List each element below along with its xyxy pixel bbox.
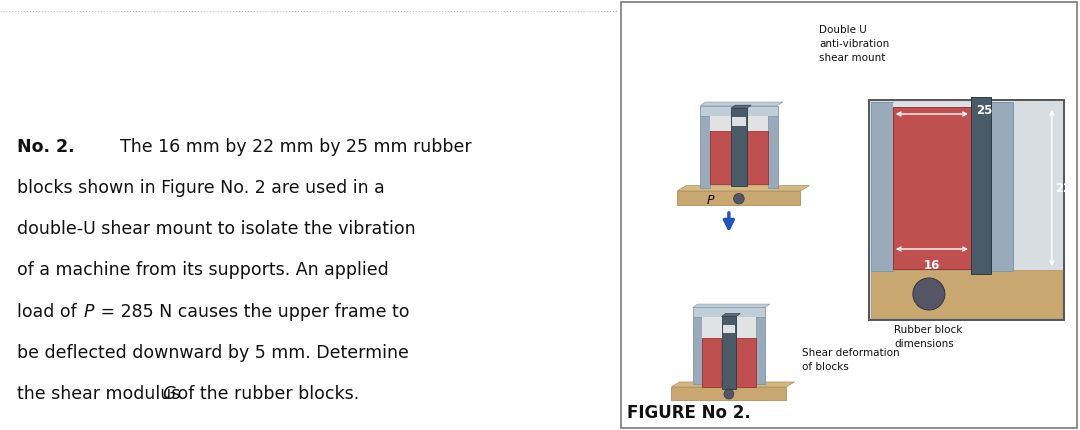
Bar bbox=[700, 116, 710, 188]
Circle shape bbox=[724, 389, 733, 399]
Circle shape bbox=[733, 194, 744, 204]
Polygon shape bbox=[692, 304, 770, 307]
Polygon shape bbox=[700, 102, 783, 105]
Circle shape bbox=[913, 278, 945, 310]
Bar bbox=[768, 116, 778, 188]
Text: P: P bbox=[84, 303, 95, 321]
Bar bbox=[723, 325, 735, 333]
Text: No. 2.: No. 2. bbox=[17, 138, 75, 156]
Bar bbox=[702, 317, 756, 338]
Bar bbox=[893, 103, 971, 107]
Bar bbox=[692, 307, 765, 317]
Bar bbox=[721, 316, 737, 325]
Text: be deflected downward by 5 mm. Determine: be deflected downward by 5 mm. Determine bbox=[17, 344, 409, 362]
Bar bbox=[971, 97, 990, 274]
Text: 22: 22 bbox=[1055, 181, 1071, 194]
Text: load of: load of bbox=[17, 303, 82, 321]
Polygon shape bbox=[721, 313, 741, 316]
Polygon shape bbox=[672, 382, 795, 387]
Text: G: G bbox=[162, 385, 175, 403]
Text: the shear modulus: the shear modulus bbox=[17, 385, 186, 403]
Text: blocks shown in Figure No. 2 are used in a: blocks shown in Figure No. 2 are used in… bbox=[17, 179, 386, 197]
Text: The 16 mm by 22 mm by 25 mm rubber: The 16 mm by 22 mm by 25 mm rubber bbox=[121, 138, 472, 156]
Text: 25: 25 bbox=[976, 104, 993, 117]
Bar bbox=[990, 102, 1013, 271]
Bar bbox=[677, 191, 800, 205]
Text: of a machine from its supports. An applied: of a machine from its supports. An appli… bbox=[17, 261, 389, 280]
Bar bbox=[732, 117, 746, 126]
Bar bbox=[710, 131, 731, 184]
Bar bbox=[869, 100, 1064, 320]
Bar bbox=[731, 108, 746, 117]
Bar bbox=[746, 131, 768, 184]
Text: Rubber block
dimensions: Rubber block dimensions bbox=[894, 325, 962, 349]
Bar bbox=[870, 102, 893, 271]
Bar bbox=[700, 105, 778, 116]
Text: = 285 N causes the upper frame to: = 285 N causes the upper frame to bbox=[95, 303, 409, 321]
Polygon shape bbox=[731, 105, 752, 108]
Bar bbox=[756, 317, 765, 384]
Bar bbox=[692, 317, 702, 384]
Bar bbox=[721, 325, 737, 389]
Text: P: P bbox=[706, 194, 714, 207]
Bar bbox=[672, 387, 786, 400]
Text: FIGURE No 2.: FIGURE No 2. bbox=[626, 404, 751, 422]
Bar bbox=[702, 338, 721, 387]
Polygon shape bbox=[677, 186, 809, 191]
Bar bbox=[737, 338, 756, 387]
Bar bbox=[893, 107, 971, 269]
Bar bbox=[710, 116, 768, 131]
Bar bbox=[731, 117, 746, 186]
Text: 16: 16 bbox=[923, 259, 940, 272]
Text: Double U
anti-vibration
shear mount: Double U anti-vibration shear mount bbox=[819, 25, 889, 63]
Text: of the rubber blocks.: of the rubber blocks. bbox=[173, 385, 360, 403]
Text: double-U shear mount to isolate the vibration: double-U shear mount to isolate the vibr… bbox=[17, 220, 416, 238]
Bar bbox=[870, 270, 1062, 318]
Text: Shear deformation
of blocks: Shear deformation of blocks bbox=[801, 348, 900, 372]
